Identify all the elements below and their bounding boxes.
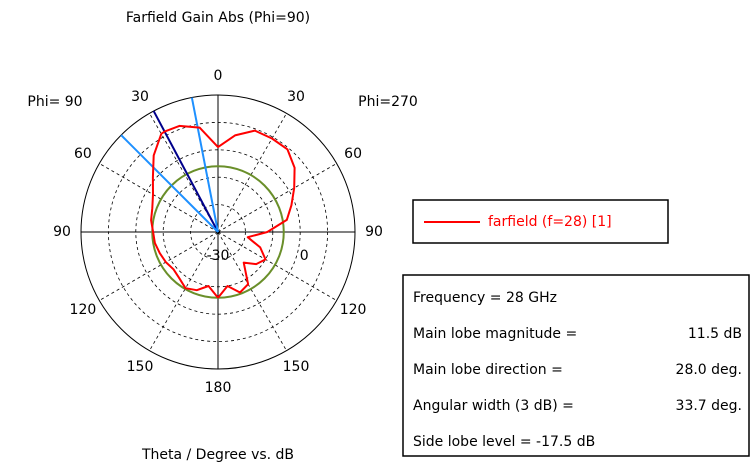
theta-tick-label: 30 xyxy=(287,89,305,105)
plane-label: Phi= 90 xyxy=(27,94,82,110)
plane-label: Phi=270 xyxy=(358,94,418,110)
axis-label: Theta / Degree vs. dB xyxy=(141,447,294,463)
grid-spoke xyxy=(217,231,337,301)
grid-spoke xyxy=(99,163,219,233)
theta-tick-label: 150 xyxy=(283,359,310,375)
theta-tick-label: 180 xyxy=(205,380,232,396)
theta-tick-label: 120 xyxy=(70,302,97,318)
direction-line xyxy=(190,97,219,233)
info-value: 33.7 deg. xyxy=(676,398,742,414)
info-label: Frequency = 28 GHz xyxy=(413,290,557,306)
theta-tick-label: 60 xyxy=(344,146,362,162)
series-line xyxy=(150,124,296,299)
legend-label: farfield (f=28) [1] xyxy=(488,214,612,230)
chart-title: Farfield Gain Abs (Phi=90) xyxy=(126,10,310,26)
grid-spoke xyxy=(217,163,337,233)
grid-spoke xyxy=(149,231,219,351)
r-tick-label: 0 xyxy=(300,248,309,264)
info-value: 28.0 deg. xyxy=(676,362,742,378)
theta-tick-label: 30 xyxy=(131,89,149,105)
grid-spoke xyxy=(99,231,219,301)
grid-spoke xyxy=(217,113,287,233)
info-label: Angular width (3 dB) = xyxy=(413,398,574,414)
info-box xyxy=(402,274,750,457)
info-value: 11.5 dB xyxy=(688,326,742,342)
info-label: Main lobe magnitude = xyxy=(413,326,577,342)
theta-tick-label: 60 xyxy=(74,146,92,162)
theta-tick-label: 120 xyxy=(340,302,367,318)
info-label: Main lobe direction = xyxy=(413,362,563,378)
direction-line xyxy=(120,134,219,233)
theta-tick-label: 90 xyxy=(365,224,383,240)
theta-tick-label: 150 xyxy=(127,359,154,375)
info-label: Side lobe level = -17.5 dB xyxy=(413,434,595,450)
theta-tick-label: 0 xyxy=(214,68,223,84)
theta-tick-label: 90 xyxy=(53,224,71,240)
r-tick-label: -30 xyxy=(207,248,230,264)
grid-spoke xyxy=(217,231,287,351)
